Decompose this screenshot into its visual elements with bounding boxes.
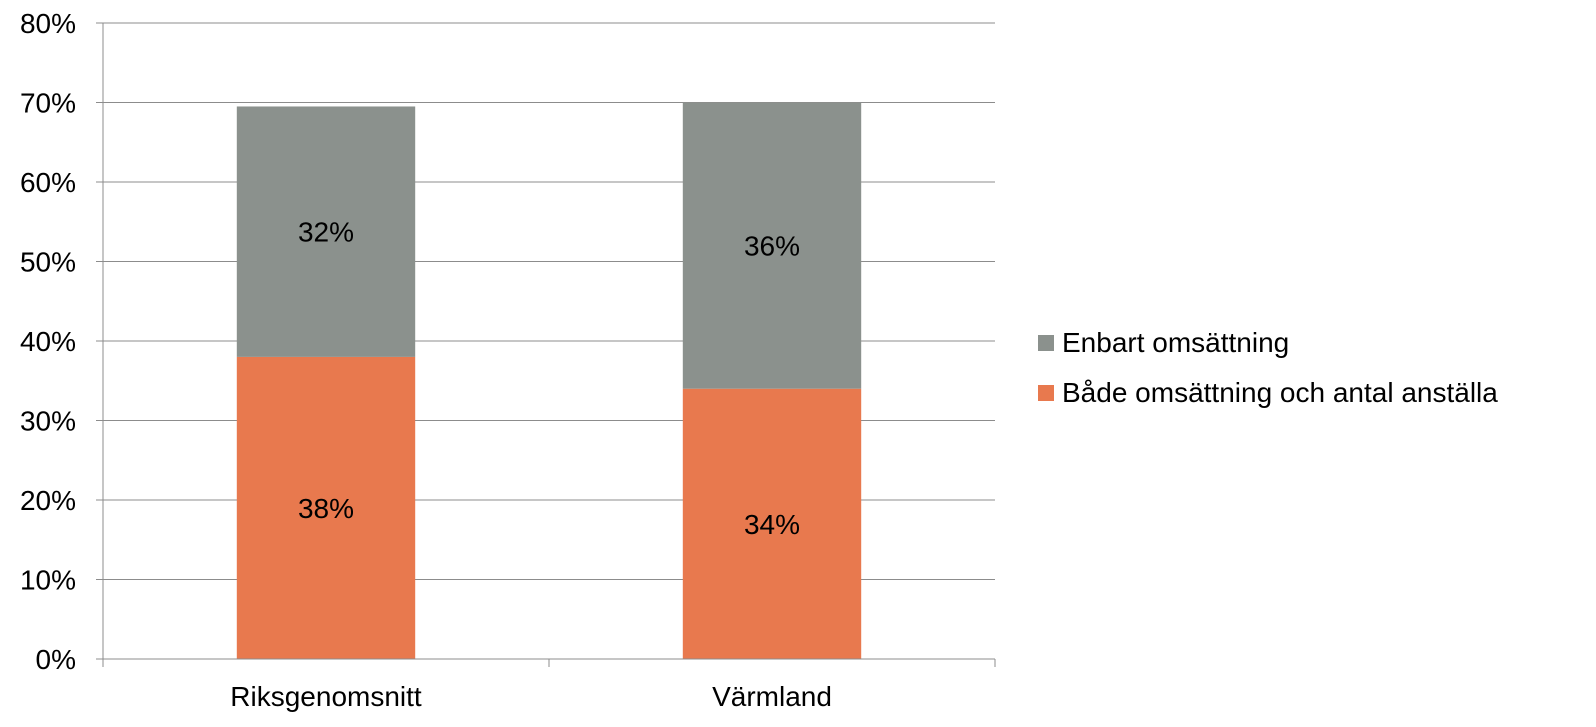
data-label: 36% <box>744 231 800 262</box>
bars <box>236 102 862 659</box>
y-tick-label: 30% <box>20 406 76 437</box>
x-tick-label: Riksgenomsnitt <box>230 681 422 712</box>
axes <box>96 22 996 667</box>
legend-label-enbart: Enbart omsättning <box>1062 327 1290 358</box>
y-tick-label: 80% <box>20 8 76 39</box>
bar-segment <box>682 388 862 659</box>
data-labels: 38% 32% 34% 36% <box>298 217 800 540</box>
y-tick-label: 0% <box>36 644 76 675</box>
legend-item: Både omsättning och antal anställa <box>1038 368 1498 418</box>
y-tick-label: 60% <box>20 167 76 198</box>
data-label: 34% <box>744 509 800 540</box>
y-tick-label: 50% <box>20 247 76 278</box>
legend-item: Enbart omsättning <box>1038 318 1498 368</box>
legend: Enbart omsättning Både omsättning och an… <box>1038 318 1498 418</box>
data-label: 38% <box>298 493 354 524</box>
x-tick-label: Värmland <box>712 681 832 712</box>
legend-swatch-enbart <box>1038 335 1054 351</box>
legend-swatch-bade <box>1038 385 1054 401</box>
y-tick-label: 20% <box>20 485 76 516</box>
legend-label-bade: Både omsättning och antal anställa <box>1062 377 1498 408</box>
tick-labels: 0% 10% 20% 30% 40% 50% 60% 70% 80% Riksgenomsnitt… <box>20 8 832 712</box>
y-tick-label: 10% <box>20 565 76 596</box>
bar-segment <box>236 356 416 659</box>
y-tick-label: 70% <box>20 88 76 119</box>
data-label: 32% <box>298 217 354 248</box>
y-tick-label: 40% <box>20 326 76 357</box>
bar-segment <box>682 102 862 389</box>
bar-segment <box>236 106 416 357</box>
